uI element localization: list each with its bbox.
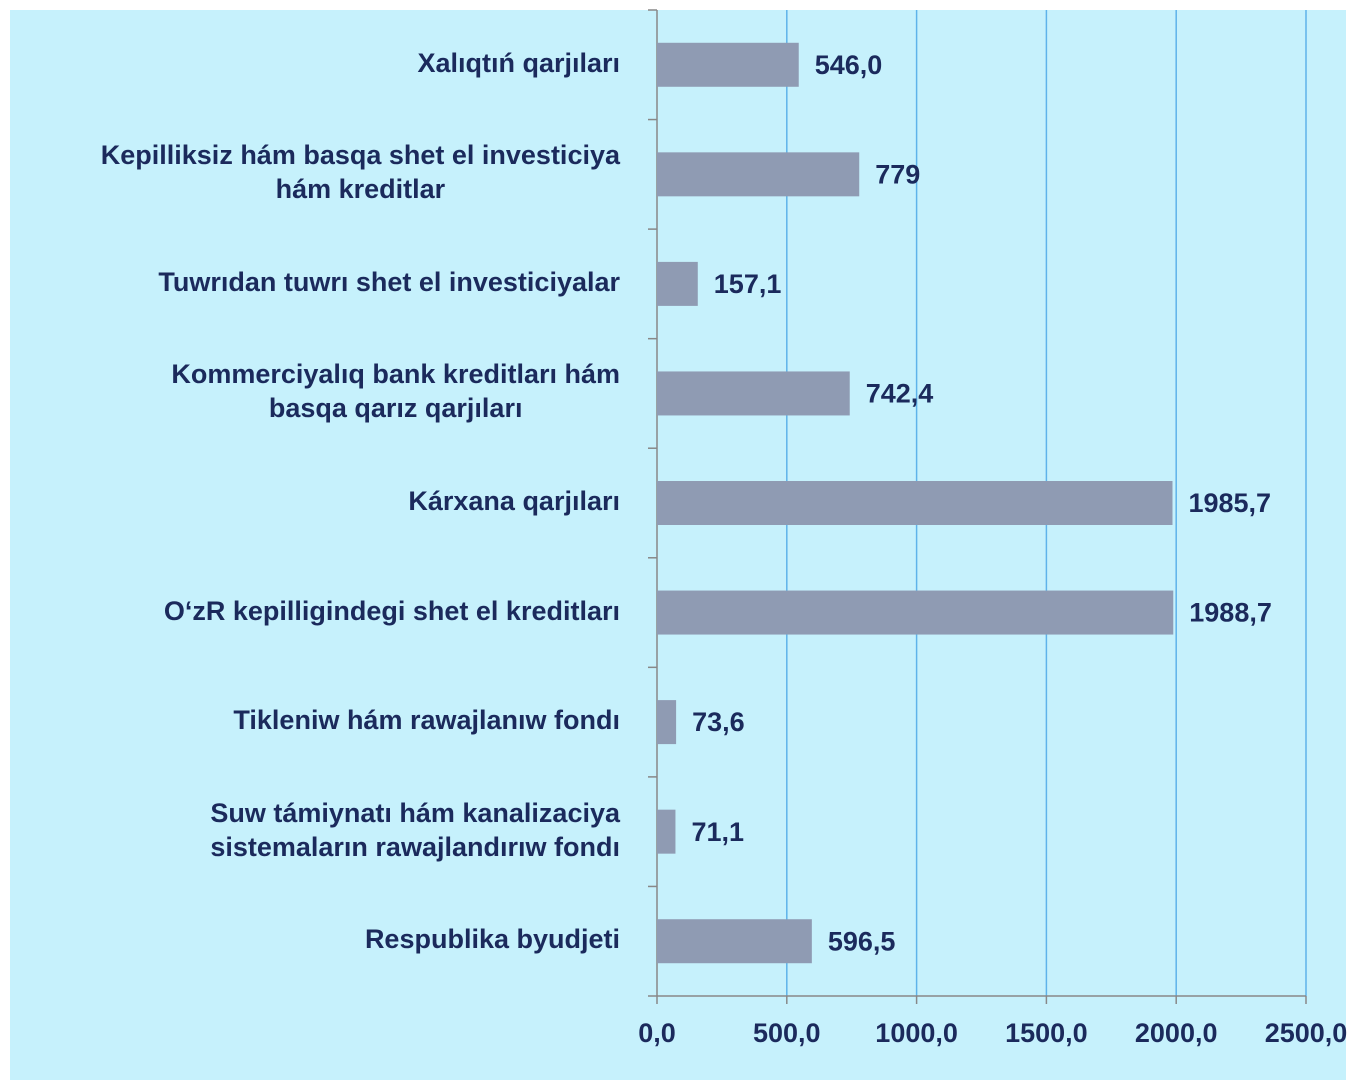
x-tick-label: 2500,0 <box>1265 1018 1348 1048</box>
y-tick-label: Suw támiynatı hám kanalizaciya sistemala… <box>210 797 620 862</box>
bar <box>657 700 677 745</box>
value-label: 73,6 <box>692 707 745 737</box>
bar <box>657 919 812 964</box>
value-label: 779 <box>875 159 920 189</box>
x-tick-label: 500,0 <box>753 1018 821 1048</box>
bar <box>657 152 860 197</box>
y-tick-label: Kepilliksiz hám basqa shet el investiciy… <box>100 140 620 205</box>
bar <box>657 590 1174 635</box>
y-tick-label: Xalıqtıń qarjıları <box>417 47 620 78</box>
y-tick-label: Tikleniw hám rawajlanıw fondı <box>233 705 620 736</box>
value-label: 157,1 <box>714 269 782 299</box>
y-tick-label: Kárxana qarjıları <box>408 486 620 516</box>
y-tick-label: O‘zR kepilligindegi shet el kreditları <box>163 595 620 626</box>
y-tick-label: Tuwrıdan tuwrı shet el investiciyalar <box>158 266 620 297</box>
bar <box>657 371 850 416</box>
y-tick-label: Respublika byudjeti <box>364 924 620 955</box>
x-tick-label: 1000,0 <box>875 1018 958 1048</box>
value-label: 71,1 <box>691 817 744 847</box>
value-label: 1985,7 <box>1188 488 1271 518</box>
bar <box>657 481 1173 525</box>
x-tick-label: 1500,0 <box>1005 1018 1088 1048</box>
value-label: 546,0 <box>815 50 883 80</box>
value-label: 742,4 <box>866 379 934 409</box>
bar <box>657 42 799 87</box>
x-tick-label: 2000,0 <box>1135 1018 1218 1048</box>
bar <box>657 809 676 854</box>
x-tick-label: 0,0 <box>638 1018 676 1048</box>
bar <box>657 261 698 306</box>
y-tick-label: Kommerciyalıq bank kreditları hám basqa … <box>171 359 620 424</box>
value-label: 596,5 <box>828 926 896 956</box>
value-label: 1988,7 <box>1189 598 1272 628</box>
